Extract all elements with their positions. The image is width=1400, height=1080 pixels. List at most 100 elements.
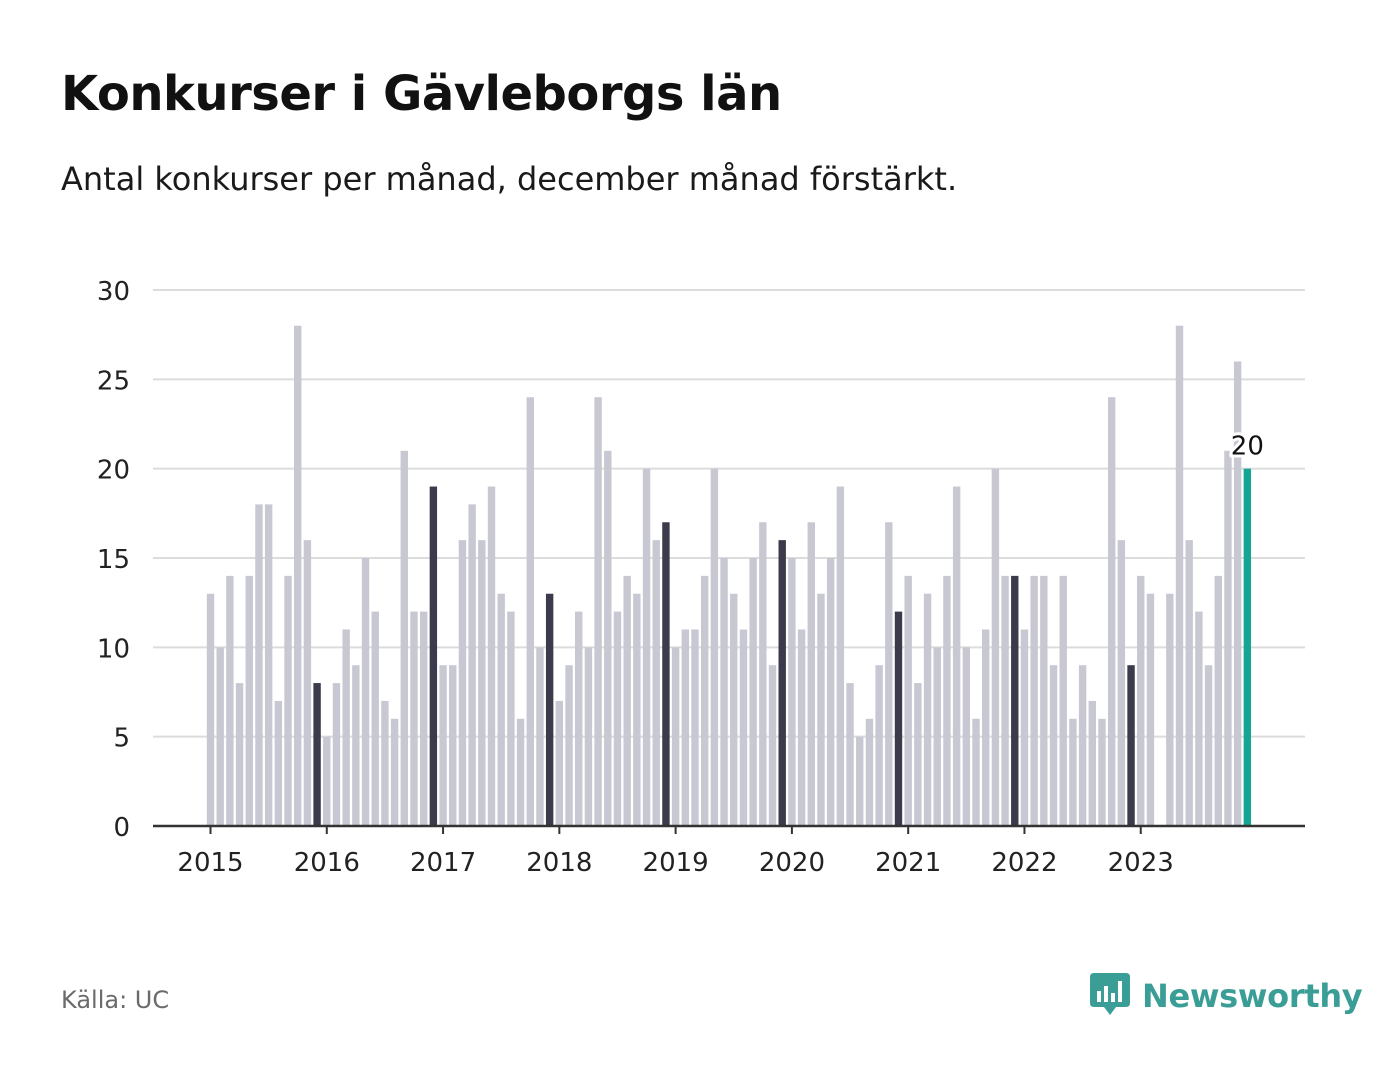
bar: [768, 665, 777, 826]
bar: [739, 629, 748, 826]
y-tick-label: 10: [97, 634, 130, 664]
bar: [400, 450, 408, 826]
y-tick-label: 5: [113, 724, 130, 754]
bar: [1107, 397, 1116, 826]
bar: [662, 522, 670, 826]
bar: [633, 593, 641, 826]
bar: [458, 540, 467, 826]
bar: [264, 504, 273, 826]
bar: [1146, 593, 1155, 826]
bar: [652, 540, 660, 826]
bar: [313, 683, 321, 826]
bar: [807, 522, 815, 826]
bar: [1195, 611, 1203, 826]
bar: [1224, 450, 1232, 826]
bar: [904, 575, 912, 826]
bar: [1117, 540, 1126, 826]
bar: [294, 325, 302, 826]
bar: [536, 647, 544, 826]
bar: [584, 647, 593, 826]
bar: [1020, 629, 1029, 826]
bar: [419, 611, 428, 826]
bar: [623, 575, 631, 826]
x-tick-label: 2018: [526, 848, 592, 878]
bar: [1185, 540, 1193, 826]
bar: [720, 558, 728, 826]
bar: [982, 629, 990, 826]
bar: [1127, 665, 1135, 826]
bar: [1243, 468, 1252, 826]
bar: [429, 486, 438, 826]
bar: [788, 558, 796, 826]
bar: [856, 736, 864, 826]
bar: [943, 575, 951, 826]
bar: [778, 540, 786, 826]
bar: [226, 575, 234, 826]
bar: [923, 593, 932, 826]
bar: [507, 611, 515, 826]
source-label: Källa: UC: [61, 986, 170, 1014]
bar: [914, 683, 922, 826]
bar: [613, 611, 622, 826]
x-tick-label: 2021: [875, 848, 941, 878]
bar: [1233, 361, 1242, 826]
bar: [381, 700, 389, 826]
bar: [826, 558, 835, 826]
bar: [303, 540, 312, 826]
bar: [255, 504, 263, 826]
bar: [449, 665, 457, 826]
x-tick-label: 2019: [643, 848, 709, 878]
bar: [972, 718, 980, 826]
bar: [700, 575, 709, 826]
bar: [1001, 575, 1009, 826]
bar: [1049, 665, 1058, 826]
bar: [1166, 593, 1174, 826]
y-tick-label: 15: [97, 545, 130, 575]
bar: [933, 647, 941, 826]
bar: [1069, 718, 1077, 826]
bar: [604, 450, 612, 826]
bar: [216, 647, 224, 826]
bar: [894, 611, 903, 826]
bar: [1059, 575, 1067, 826]
bar: [681, 629, 690, 826]
bar: [1088, 700, 1096, 826]
bar: [274, 700, 283, 826]
brand[interactable]: Newsworthy: [1090, 970, 1363, 1022]
bar: [1214, 575, 1222, 826]
bar: [885, 522, 893, 826]
bar: [245, 575, 253, 826]
bar: [817, 593, 825, 826]
bar: [642, 468, 651, 826]
y-tick-label: 30: [97, 277, 130, 307]
x-tick-label: 2016: [294, 848, 360, 878]
bar: [1078, 665, 1087, 826]
bar: [1098, 718, 1106, 826]
chart-title: Konkurser i Gävleborgs län: [61, 66, 782, 122]
y-tick-label: 20: [97, 456, 130, 486]
x-tick-label: 2022: [991, 848, 1057, 878]
bar: [468, 504, 476, 826]
bar: [323, 736, 331, 826]
bar: [284, 575, 292, 826]
bar: [439, 665, 447, 826]
chart-subtitle: Antal konkurser per månad, december måna…: [61, 160, 958, 198]
bar: [206, 593, 215, 826]
bar: [352, 665, 360, 826]
bar: [730, 593, 738, 826]
bar: [1175, 325, 1184, 826]
bar: [545, 593, 554, 826]
bar: [487, 486, 496, 826]
bar: [594, 397, 602, 826]
y-tick-label: 0: [113, 813, 130, 843]
bar: [1030, 575, 1038, 826]
bar: [478, 540, 486, 826]
bar: [875, 665, 883, 826]
bar: [710, 468, 719, 826]
bar: [555, 700, 564, 826]
bar: [991, 468, 1000, 826]
bar: [836, 486, 845, 826]
bar: [342, 629, 350, 826]
bar: [371, 611, 379, 826]
bar: [759, 522, 767, 826]
